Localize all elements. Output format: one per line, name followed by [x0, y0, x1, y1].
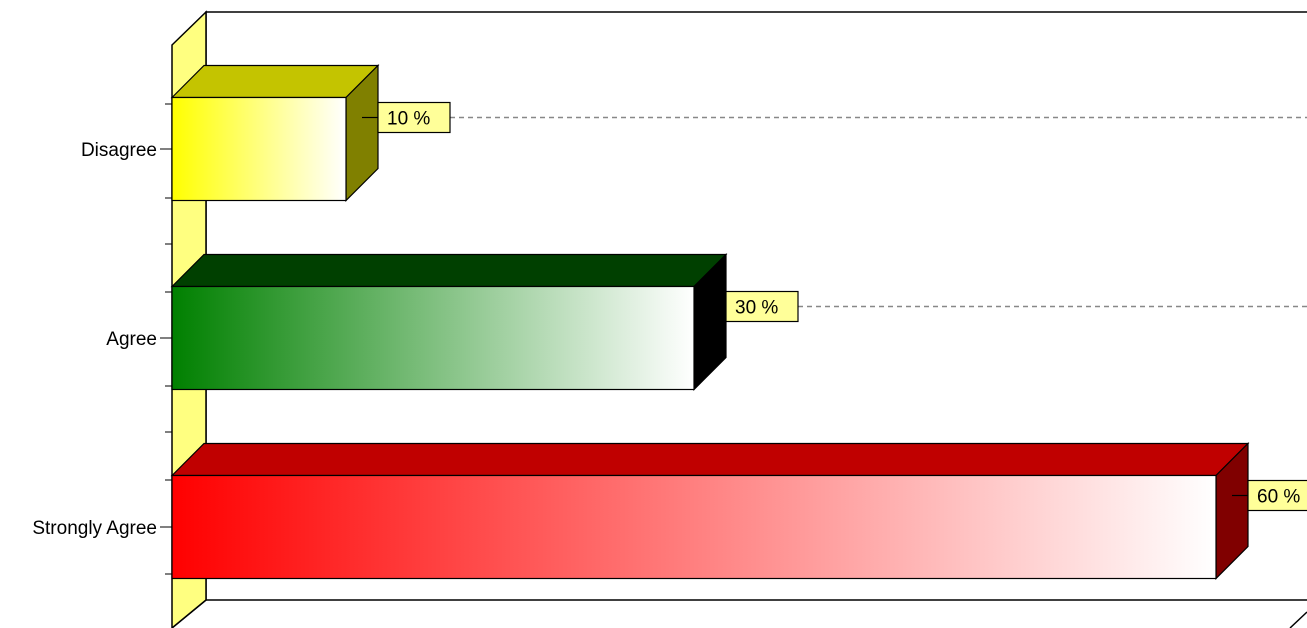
bar	[172, 287, 694, 390]
value-label: 10 %	[387, 109, 430, 130]
category-label: Strongly Agree	[32, 518, 157, 539]
value-label: 30 %	[735, 298, 778, 319]
value-label: 60 %	[1257, 487, 1300, 508]
bar	[172, 98, 346, 201]
bar	[172, 476, 1216, 579]
floor-edge-right	[1290, 612, 1307, 628]
category-label: Disagree	[81, 140, 157, 161]
category-label: Agree	[106, 329, 157, 350]
bar-top-face	[172, 66, 378, 98]
bar-top-face	[172, 444, 1248, 476]
bar-top-face	[172, 255, 726, 287]
